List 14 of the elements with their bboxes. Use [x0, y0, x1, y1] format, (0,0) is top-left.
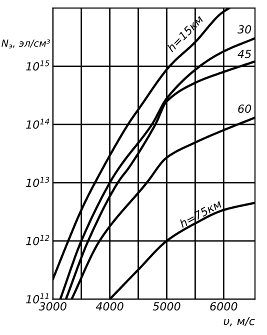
y-tick-label: 10$^{14}$ — [26, 118, 50, 129]
x-tick-label: 3000 — [38, 302, 66, 311]
y-tick-label: 10$^{15}$ — [26, 60, 50, 71]
y-tick-label: 10$^{11}$ — [26, 293, 48, 304]
x-axis-title: υ, м/с — [224, 316, 255, 326]
x-tick-label: 6000 — [210, 302, 238, 311]
x-tick-label: 5000 — [152, 302, 180, 311]
y-tick-label: 10$^{12}$ — [26, 235, 50, 246]
series-label: 60 — [238, 104, 252, 113]
series-label: 30 — [238, 25, 252, 34]
y-axis-title: N$_{э}$, эл/см³ — [2, 39, 50, 48]
series-label: 45 — [238, 50, 252, 58]
x-tick-label: 4000 — [96, 302, 124, 311]
y-tick-label: 10$^{13}$ — [26, 176, 50, 188]
